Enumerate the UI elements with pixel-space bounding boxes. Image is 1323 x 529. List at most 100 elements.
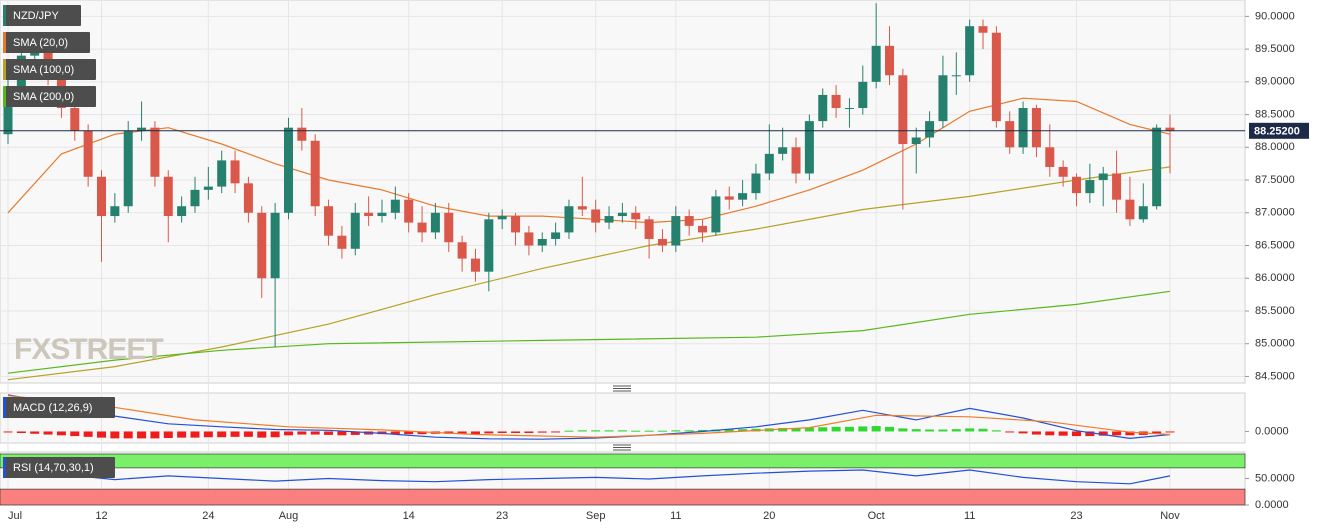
candle-body	[537, 238, 547, 246]
candle-body	[270, 212, 280, 279]
legend-swatch	[3, 397, 6, 418]
candle-body	[791, 147, 801, 174]
x-tick-label: Sep	[586, 510, 606, 522]
histogram-bar	[417, 431, 427, 435]
candle-body	[190, 189, 200, 207]
panel-grip[interactable]	[613, 444, 631, 451]
candle-body	[885, 45, 895, 76]
histogram-bar	[70, 431, 80, 437]
candle-body	[951, 75, 961, 77]
histogram-bar	[564, 430, 574, 432]
candle-body	[1031, 108, 1041, 148]
legend-swatch	[3, 5, 6, 26]
histogram-bar	[350, 431, 360, 435]
y-tick-label: 87.0000	[1255, 207, 1295, 219]
histogram-bar	[724, 429, 734, 432]
x-tick-label: Aug	[279, 510, 299, 522]
candle-body	[484, 219, 494, 272]
candle-body	[698, 225, 708, 233]
histogram-bar	[925, 429, 935, 432]
candle-body	[377, 212, 387, 217]
candle-body	[858, 81, 868, 109]
y-tick-label: 85.5000	[1255, 305, 1295, 317]
candle-body	[1085, 180, 1095, 194]
candle-body	[1045, 147, 1055, 167]
overbought-band	[0, 453, 1246, 469]
x-tick-label: 24	[202, 510, 214, 522]
histogram-bar	[991, 430, 1001, 432]
legend-label: SMA (100,0)	[13, 64, 74, 76]
candle-body	[163, 176, 173, 217]
candle-body	[430, 212, 440, 233]
candle-body	[831, 94, 841, 109]
candle-body	[657, 238, 667, 246]
candle-body	[1098, 173, 1108, 181]
candle-body	[804, 121, 814, 174]
histogram-bar	[978, 428, 988, 432]
histogram-bar	[16, 431, 26, 433]
legend-label: SMA (200,0)	[13, 91, 74, 103]
histogram-bar	[898, 428, 908, 432]
candle-body	[444, 212, 454, 243]
candle-body	[123, 130, 133, 207]
histogram-bar	[297, 431, 307, 435]
x-tick-label: 23	[1070, 510, 1082, 522]
candle-body	[364, 212, 374, 217]
histogram-bar	[1018, 431, 1028, 434]
y-tick-label: 88.5000	[1255, 108, 1295, 120]
x-tick-label: 14	[403, 510, 415, 522]
histogram-bar	[497, 431, 507, 433]
candle-body	[96, 176, 106, 217]
candle-body	[1112, 173, 1122, 200]
candle-body	[1152, 127, 1162, 207]
histogram-bar	[1125, 431, 1135, 436]
histogram-bar	[324, 431, 334, 435]
histogram-bar	[1058, 431, 1068, 436]
candle-body	[1165, 127, 1175, 131]
candle-body	[243, 183, 253, 213]
histogram-bar	[1005, 431, 1015, 433]
candle-body	[404, 199, 414, 223]
candle-body	[1058, 166, 1068, 177]
candle-body	[203, 186, 213, 190]
histogram-bar	[858, 426, 868, 432]
candle-body	[83, 130, 93, 177]
x-tick-label: Oct	[868, 510, 885, 522]
candle-body	[137, 127, 147, 131]
histogram-bar	[804, 427, 814, 432]
indicator-line	[7, 290, 1171, 374]
y-tick-label: 84.5000	[1255, 370, 1295, 382]
y-tick-label: 87.5000	[1255, 174, 1295, 186]
candle-body	[711, 196, 721, 233]
histogram-bar	[96, 431, 106, 438]
y-tick-label: 85.0000	[1255, 338, 1295, 350]
candle-body	[978, 26, 988, 33]
candle-body	[1125, 199, 1135, 220]
candle-body	[631, 212, 641, 220]
y-tick-label: 50.0000	[1255, 472, 1295, 484]
candle-body	[1138, 206, 1148, 220]
legend-swatch	[3, 86, 6, 107]
histogram-bar	[911, 429, 921, 432]
candle-body	[283, 127, 293, 213]
histogram-bar	[390, 431, 400, 435]
y-tick-label: 86.0000	[1255, 272, 1295, 284]
candle-body	[257, 212, 267, 279]
last-price-box	[1249, 122, 1309, 139]
candle-body	[230, 160, 240, 184]
y-tick-label: 0.0000	[1255, 499, 1289, 511]
histogram-bar	[270, 431, 280, 438]
histogram-bar	[257, 431, 267, 438]
candle-body	[684, 216, 694, 226]
histogram-bar	[123, 431, 133, 439]
panel-grip[interactable]	[613, 385, 631, 392]
histogram-bar	[283, 431, 293, 436]
histogram-bar	[1045, 431, 1055, 436]
histogram-bar	[457, 431, 467, 435]
histogram-bar	[644, 430, 654, 432]
candle-body	[497, 216, 507, 220]
indicator-line	[7, 394, 1171, 440]
candle-body	[217, 160, 227, 187]
candle-body	[470, 258, 480, 272]
candle-body	[911, 137, 921, 145]
